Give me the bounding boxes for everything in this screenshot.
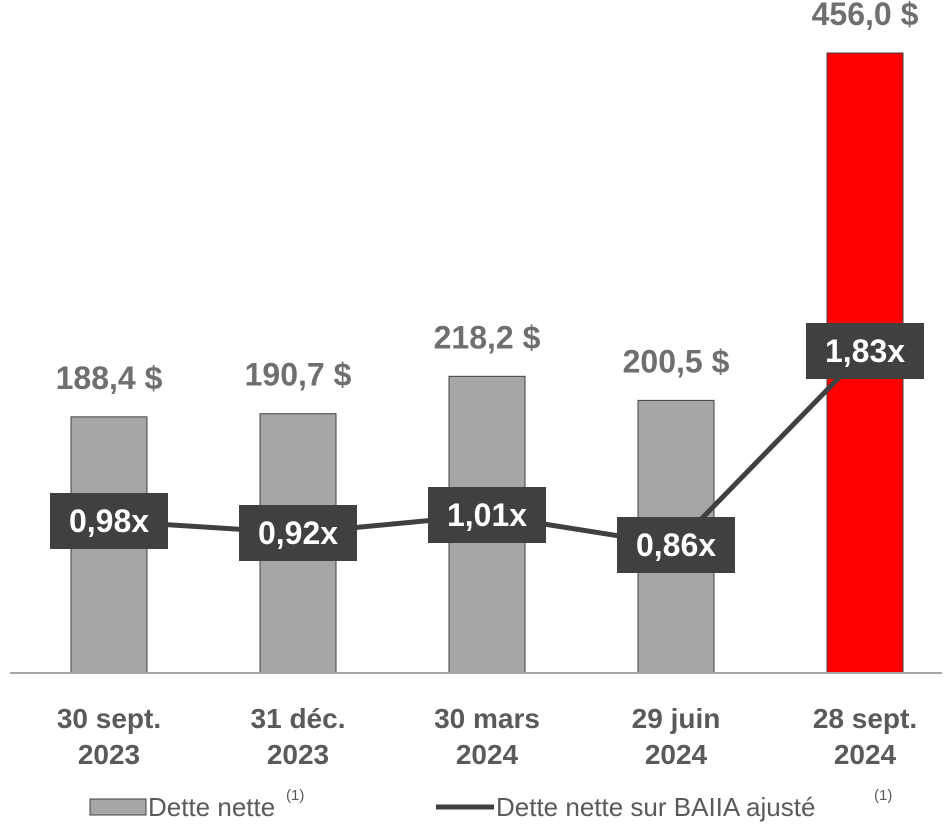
category-label-0-0: 30 sept. — [57, 703, 161, 734]
ratio-label-box-3 — [617, 517, 735, 573]
bar-value-labels: 188,4 $ 190,7 $ 218,2 $ 200,5 $ 456,0 $ — [56, 0, 919, 396]
legend-label-bar: Dette nette — [148, 792, 275, 822]
category-label-4-1: 2024 — [834, 739, 897, 770]
ratio-label-4: 1,83x — [825, 333, 905, 369]
ratio-label-box-4 — [806, 323, 924, 379]
ratio-label-1: 0,92x — [258, 515, 338, 551]
bar-value-label-3: 200,5 $ — [623, 343, 730, 379]
bar-value-label-1: 190,7 $ — [245, 357, 352, 393]
legend-bar-swatch — [89, 798, 147, 816]
legend-footnote-line: (1) — [874, 787, 892, 804]
legend-label-line: Dette nette sur BAIIA ajusté — [496, 792, 815, 822]
category-label-4-0: 28 sept. — [813, 703, 917, 734]
bars-group — [70, 52, 904, 674]
category-label-2-1: 2024 — [456, 739, 519, 770]
legend: Dette nette (1) Dette nette sur BAIIA ajus… — [89, 787, 892, 822]
legend-footnote-bar: (1) — [286, 787, 304, 804]
category-label-1-0: 31 déc. — [251, 703, 346, 734]
ratio-labels: 0,98x 0,92x 1,01x 0,86x 1,83x — [50, 323, 924, 573]
bar-value-label-4: 456,0 $ — [812, 0, 919, 32]
bar-value-label-0: 188,4 $ — [56, 360, 163, 396]
bar-value-label-2: 218,2 $ — [434, 319, 541, 355]
category-label-2-0: 30 mars — [434, 703, 540, 734]
ratio-label-2: 1,01x — [447, 497, 527, 533]
category-labels: 30 sept. 2023 31 déc. 2023 30 mars 2024 29 jui… — [57, 703, 917, 770]
ratio-label-box-2 — [428, 487, 546, 543]
category-label-3-0: 29 juin — [632, 703, 721, 734]
ratio-label-box-0 — [50, 493, 168, 549]
category-label-0-1: 2023 — [78, 739, 140, 770]
ratio-label-3: 0,86x — [636, 527, 716, 563]
ratio-label-box-1 — [239, 505, 357, 561]
category-label-1-1: 2023 — [267, 739, 329, 770]
ratio-label-0: 0,98x — [69, 503, 149, 539]
category-label-3-1: 2024 — [645, 739, 708, 770]
